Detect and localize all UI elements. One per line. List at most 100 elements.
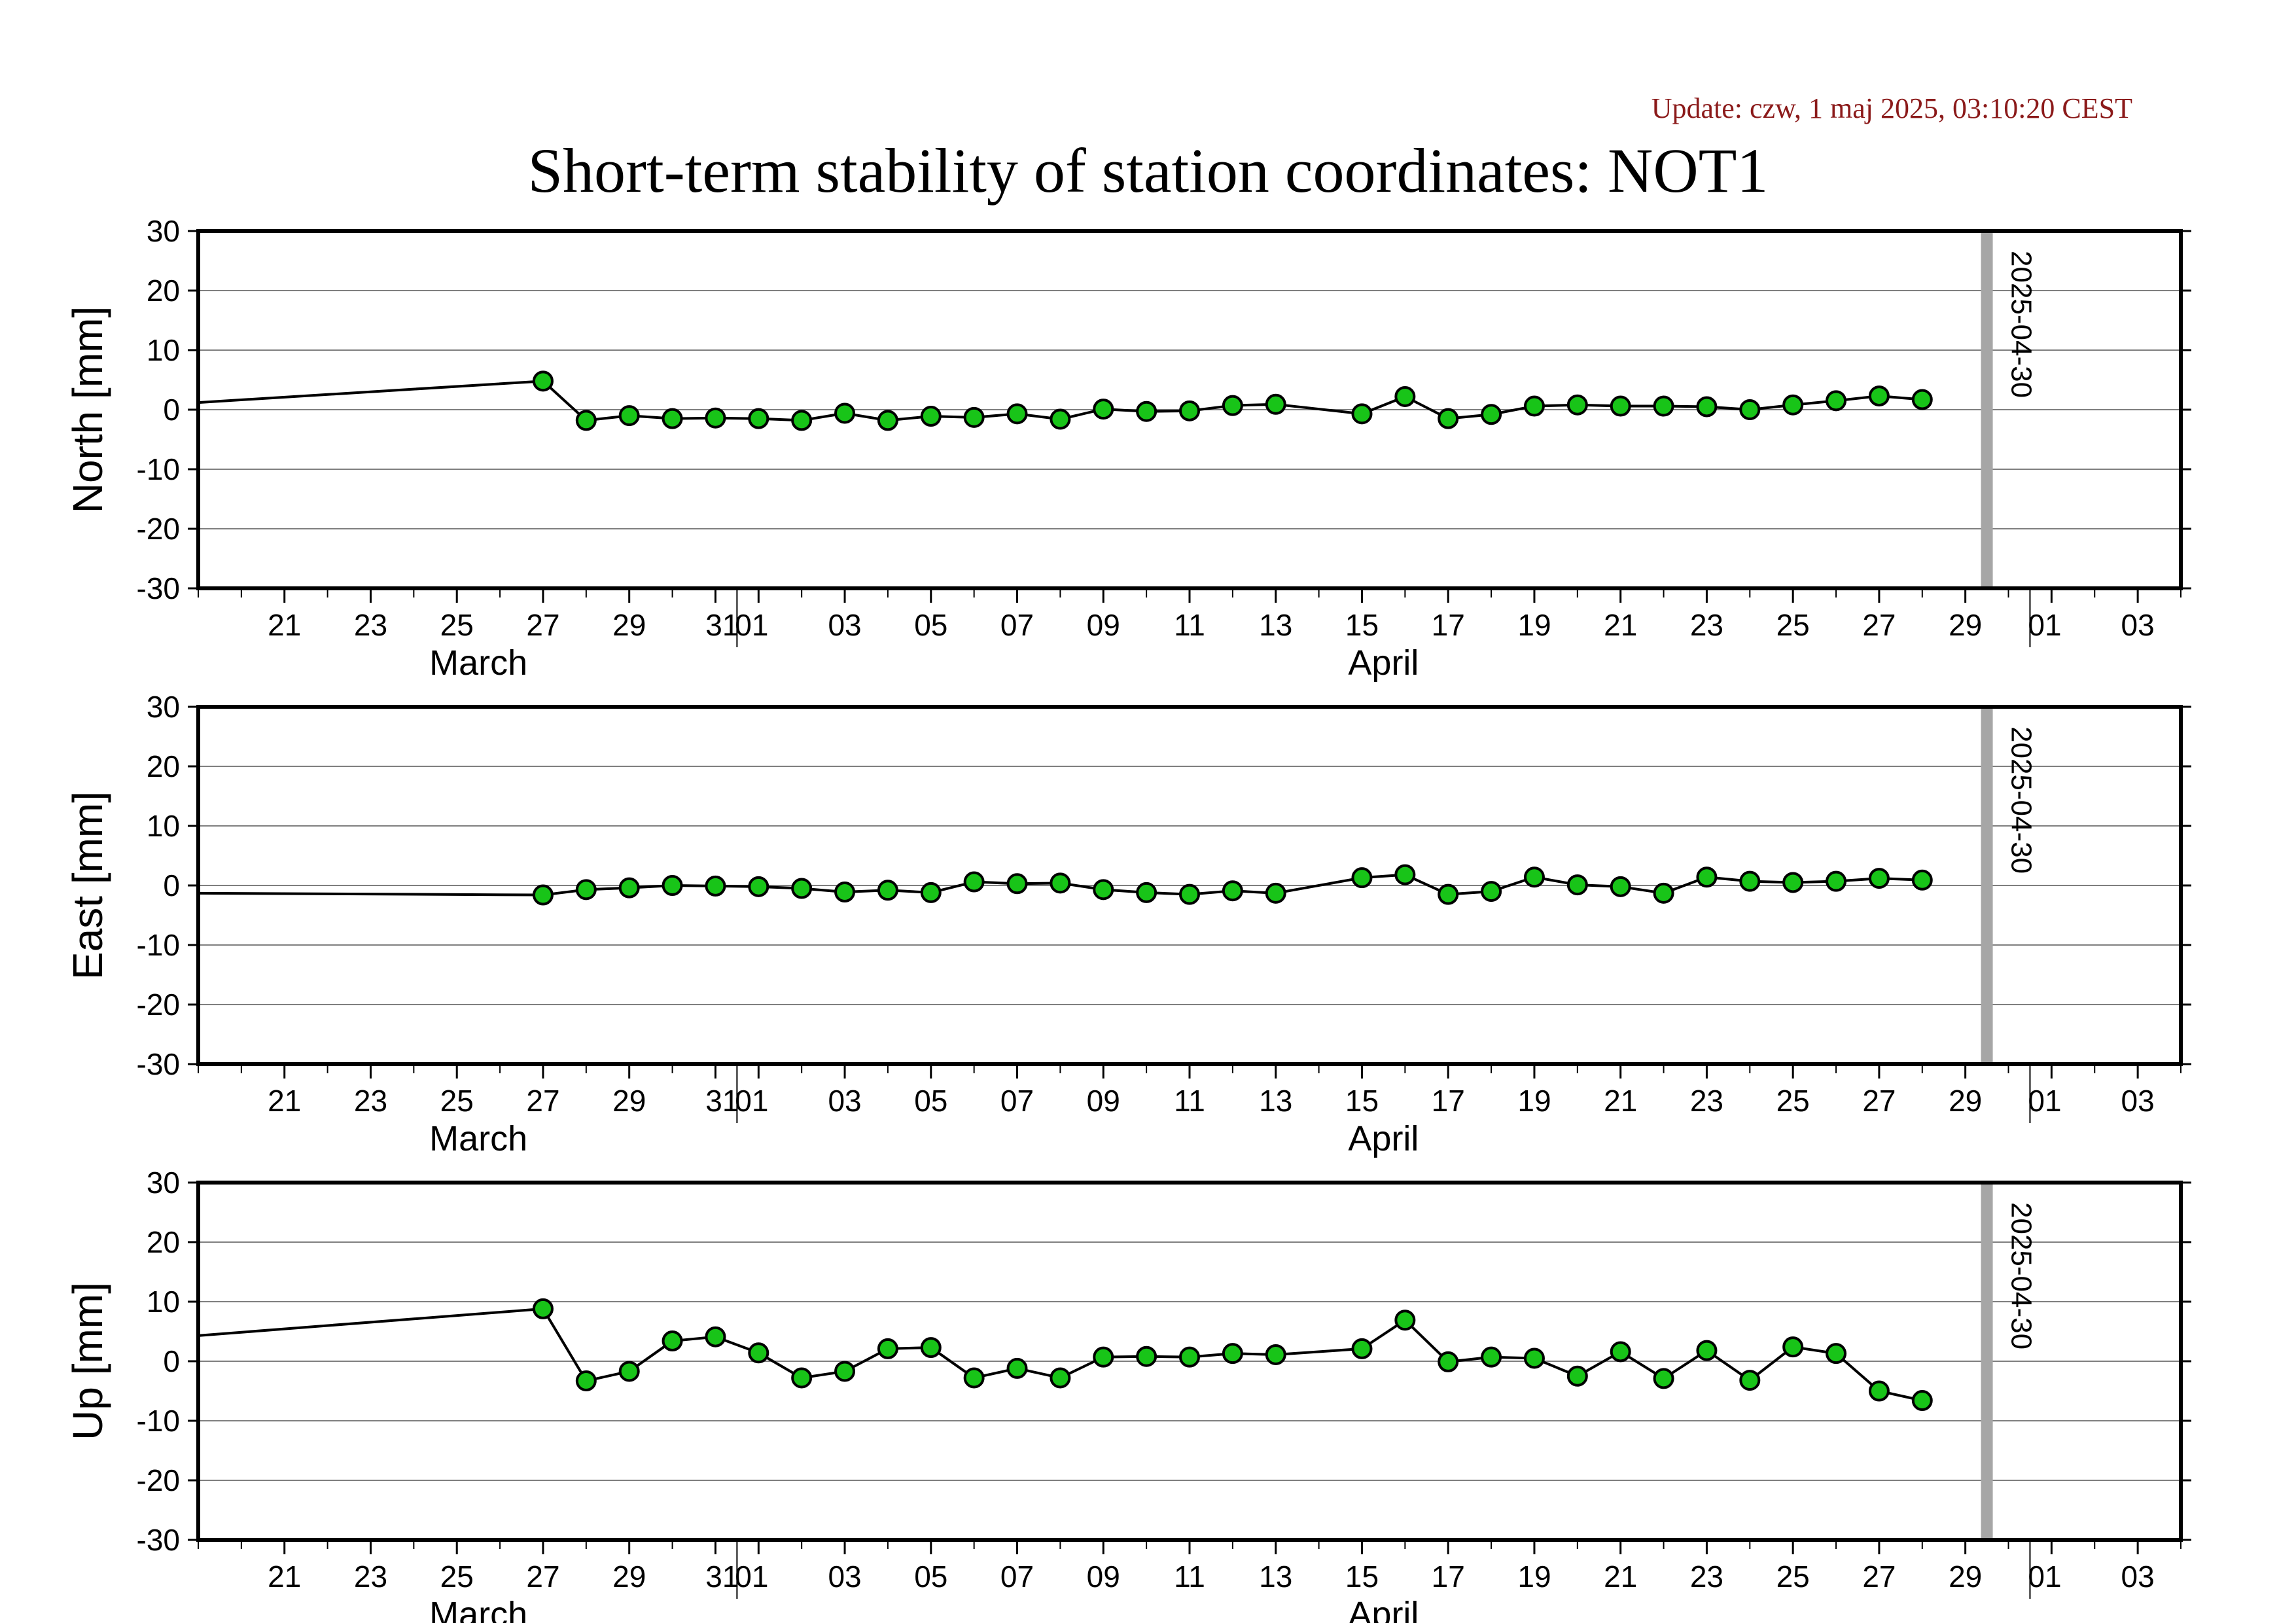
data-point [1006,873,1028,895]
x-tick-label: 03 [828,1084,861,1118]
data-point [662,875,683,896]
data-point [791,410,813,431]
y-tick-label: -30 [137,571,180,605]
x-tick-label: 11 [1174,1084,1205,1118]
current-date-label: 2025-04-30 [2005,251,2038,398]
current-date-label: 2025-04-30 [2005,1202,2038,1349]
x-tick-label: 31 [705,1084,739,1118]
x-tick-label: 11 [1174,1560,1205,1594]
x-tick-label: 09 [1087,1560,1120,1594]
data-point [1911,1390,1933,1412]
data-point [532,1298,554,1319]
data-point [618,877,640,899]
data-point [532,884,554,906]
month-label: March [429,1119,527,1158]
x-tick-label: 23 [354,1084,387,1118]
x-tick-label: 01 [735,608,768,642]
x-tick-label: 21 [1604,1560,1637,1594]
data-point [1136,1346,1157,1367]
data-point [920,1337,942,1359]
data-point [1696,866,1718,888]
x-tick-label: 03 [2121,608,2155,642]
data-point [877,410,898,431]
data-point [1739,399,1761,420]
x-tick-label: 25 [1776,1560,1810,1594]
data-point [1566,874,1588,896]
month-label: April [1348,643,1419,683]
x-tick-label: 05 [914,608,947,642]
plot-frame [196,1181,2183,1542]
data-point [1782,1336,1804,1358]
data-point [1394,385,1416,407]
y-tick-label: 20 [147,1225,180,1259]
data-point [791,1367,813,1389]
month-label: March [429,1595,527,1623]
data-point [1438,883,1459,905]
data-point [1610,1341,1631,1363]
x-tick-label: 29 [612,608,646,642]
data-point [791,878,813,899]
y-tick-label: 30 [147,1166,180,1200]
data-point [1481,1346,1502,1368]
x-tick-label: 23 [354,608,387,642]
current-date-label: 2025-04-30 [2005,726,2038,874]
x-tick-label: 31 [705,1560,739,1594]
plot-frame [196,705,2183,1066]
y-axis-label: East [mm] [64,791,111,980]
data-point [1179,883,1200,905]
update-timestamp: Update: czw, 1 maj 2025, 03:10:20 CEST [1651,92,2132,124]
data-point [748,408,769,429]
data-point [1481,404,1502,425]
data-point [1739,870,1761,892]
data-point [1826,390,1847,412]
data-point [1050,872,1071,894]
data-point [920,882,942,903]
x-tick-label: 21 [1604,1084,1637,1118]
x-tick-label: 31 [705,608,739,642]
x-tick-label: 03 [828,608,861,642]
data-point [1566,1365,1588,1387]
data-point [1136,401,1157,422]
data-point [705,875,726,897]
x-tick-label: 01 [2028,1084,2061,1118]
data-point [1911,869,1933,891]
month-label: March [429,643,527,683]
y-tick-label: 0 [163,393,180,427]
data-point [1394,864,1416,885]
data-point [1911,389,1933,410]
data-point [1351,1338,1373,1359]
y-tick-label: -30 [137,1523,180,1557]
data-point [1868,868,1890,889]
y-tick-label: -30 [137,1047,180,1081]
x-tick-label: 09 [1087,608,1120,642]
month-label: April [1348,1595,1419,1623]
data-point [1394,1310,1416,1331]
data-point [1653,1368,1674,1389]
data-point [1523,395,1545,417]
x-tick-label: 17 [1432,1560,1465,1594]
data-point [1739,1370,1761,1391]
y-axis-label: North [mm] [64,306,111,513]
y-tick-label: 30 [147,214,180,248]
y-tick-label: 0 [163,868,180,902]
data-point [618,1361,640,1382]
data-point [920,406,942,427]
data-point [1006,1357,1028,1379]
x-tick-label: 23 [1690,608,1723,642]
data-point [705,407,726,429]
x-tick-label: 19 [1517,1084,1551,1118]
x-tick-label: 05 [914,1084,947,1118]
x-tick-label: 27 [1862,1560,1896,1594]
data-point [618,405,640,427]
x-tick-label: 07 [1000,1084,1034,1118]
x-tick-label: 21 [268,1560,301,1594]
data-point [963,406,985,428]
data-point [877,1338,898,1359]
data-point [1265,882,1286,904]
data-point [575,1370,597,1392]
x-tick-label: 17 [1432,1084,1465,1118]
x-tick-label: 13 [1259,1084,1292,1118]
